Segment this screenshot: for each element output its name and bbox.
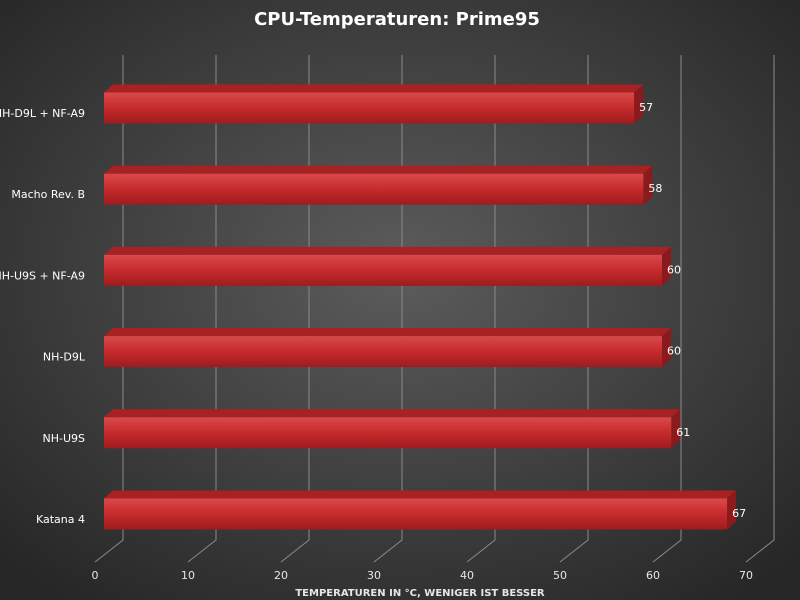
value-label: 67 — [732, 507, 746, 520]
bar — [104, 254, 662, 286]
bar-top — [104, 490, 737, 499]
value-label: 60 — [667, 345, 681, 358]
grid-line — [466, 55, 496, 563]
x-tick-label: 50 — [553, 569, 567, 582]
bar-side — [662, 246, 671, 286]
y-tick-label: NH-D9L — [43, 351, 86, 364]
grid-line — [652, 55, 682, 563]
bar — [104, 417, 672, 449]
y-tick-label: NH-D9L + NF-A9 — [0, 107, 85, 120]
bar-side — [662, 328, 671, 368]
y-tick-label: Katana 4 — [36, 513, 85, 526]
bar-top — [104, 84, 644, 93]
bar-side — [671, 409, 681, 449]
x-tick-label: 30 — [367, 569, 381, 582]
bar — [104, 336, 662, 368]
value-label: 57 — [639, 101, 653, 114]
x-tick-label: 20 — [274, 569, 288, 582]
grid-line — [94, 55, 124, 563]
grid-line — [187, 55, 217, 563]
grid-line — [280, 55, 310, 563]
value-label: 60 — [667, 263, 681, 276]
x-axis-title: TEMPERATUREN IN °C, WENIGER IST BESSER — [295, 588, 545, 599]
x-tick-label: 60 — [646, 569, 660, 582]
bar — [104, 498, 728, 530]
y-tick-label: NH-U9S — [42, 432, 85, 445]
bar-side — [727, 490, 737, 530]
bar — [104, 92, 635, 124]
bar-side — [643, 165, 653, 205]
grid-line — [745, 55, 775, 563]
y-tick-label: NH-U9S + NF-A9 — [0, 269, 85, 282]
x-tick-label: 70 — [739, 569, 753, 582]
x-tick-label: 40 — [460, 569, 474, 582]
x-tick-label: 10 — [181, 569, 195, 582]
x-tick-label: 0 — [92, 569, 99, 582]
bar-side — [634, 84, 644, 124]
bar-top — [104, 409, 681, 418]
y-tick-label: Macho Rev. B — [11, 188, 85, 201]
chart-title: CPU-Temperaturen: Prime95 — [254, 9, 540, 30]
value-label: 61 — [676, 426, 690, 439]
bar-top — [104, 246, 671, 255]
grid-line — [559, 55, 589, 563]
value-label: 58 — [648, 182, 662, 195]
bar — [104, 173, 644, 205]
bar-top — [104, 328, 671, 337]
grid-line — [373, 55, 403, 563]
bar-top — [104, 165, 653, 174]
